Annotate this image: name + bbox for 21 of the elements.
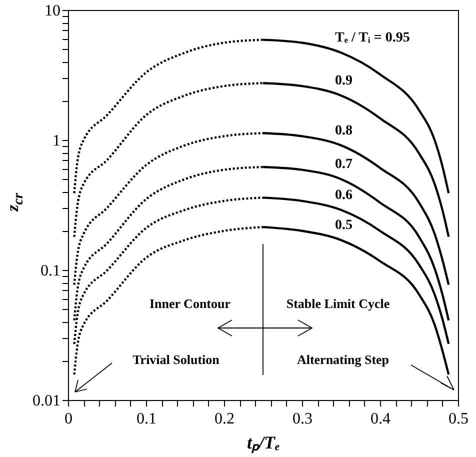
- x-axis-title: tₚ/Tₑ: [247, 432, 280, 454]
- series-label: Tₑ / Tᵢ = 0.95: [335, 30, 410, 46]
- series-label: 0.7: [335, 157, 352, 172]
- series-label: 0.6: [335, 188, 352, 203]
- annotation: Alternating Step: [296, 352, 390, 367]
- y-tick-label: 0.1: [40, 262, 60, 280]
- x-tick-label: 0: [64, 410, 72, 428]
- annotation: Trivial Solution: [132, 352, 220, 367]
- x-tick-label: 0.5: [448, 410, 468, 428]
- y-tick-label: 0.01: [32, 392, 60, 410]
- x-tick-label: 0.1: [136, 410, 156, 428]
- annotation: Stable Limit Cycle: [286, 296, 390, 311]
- series-label: 0.8: [335, 123, 352, 138]
- x-tick-label: 0.3: [292, 410, 312, 428]
- y-tick-label: 1: [52, 132, 60, 150]
- y-tick-label: 10: [44, 2, 60, 20]
- x-tick-label: 0.4: [370, 410, 390, 428]
- annotation: Inner Contour: [149, 296, 231, 311]
- x-tick-label: 0.2: [214, 410, 234, 428]
- series-label: 0.9: [335, 73, 352, 88]
- series-label: 0.5: [335, 218, 352, 234]
